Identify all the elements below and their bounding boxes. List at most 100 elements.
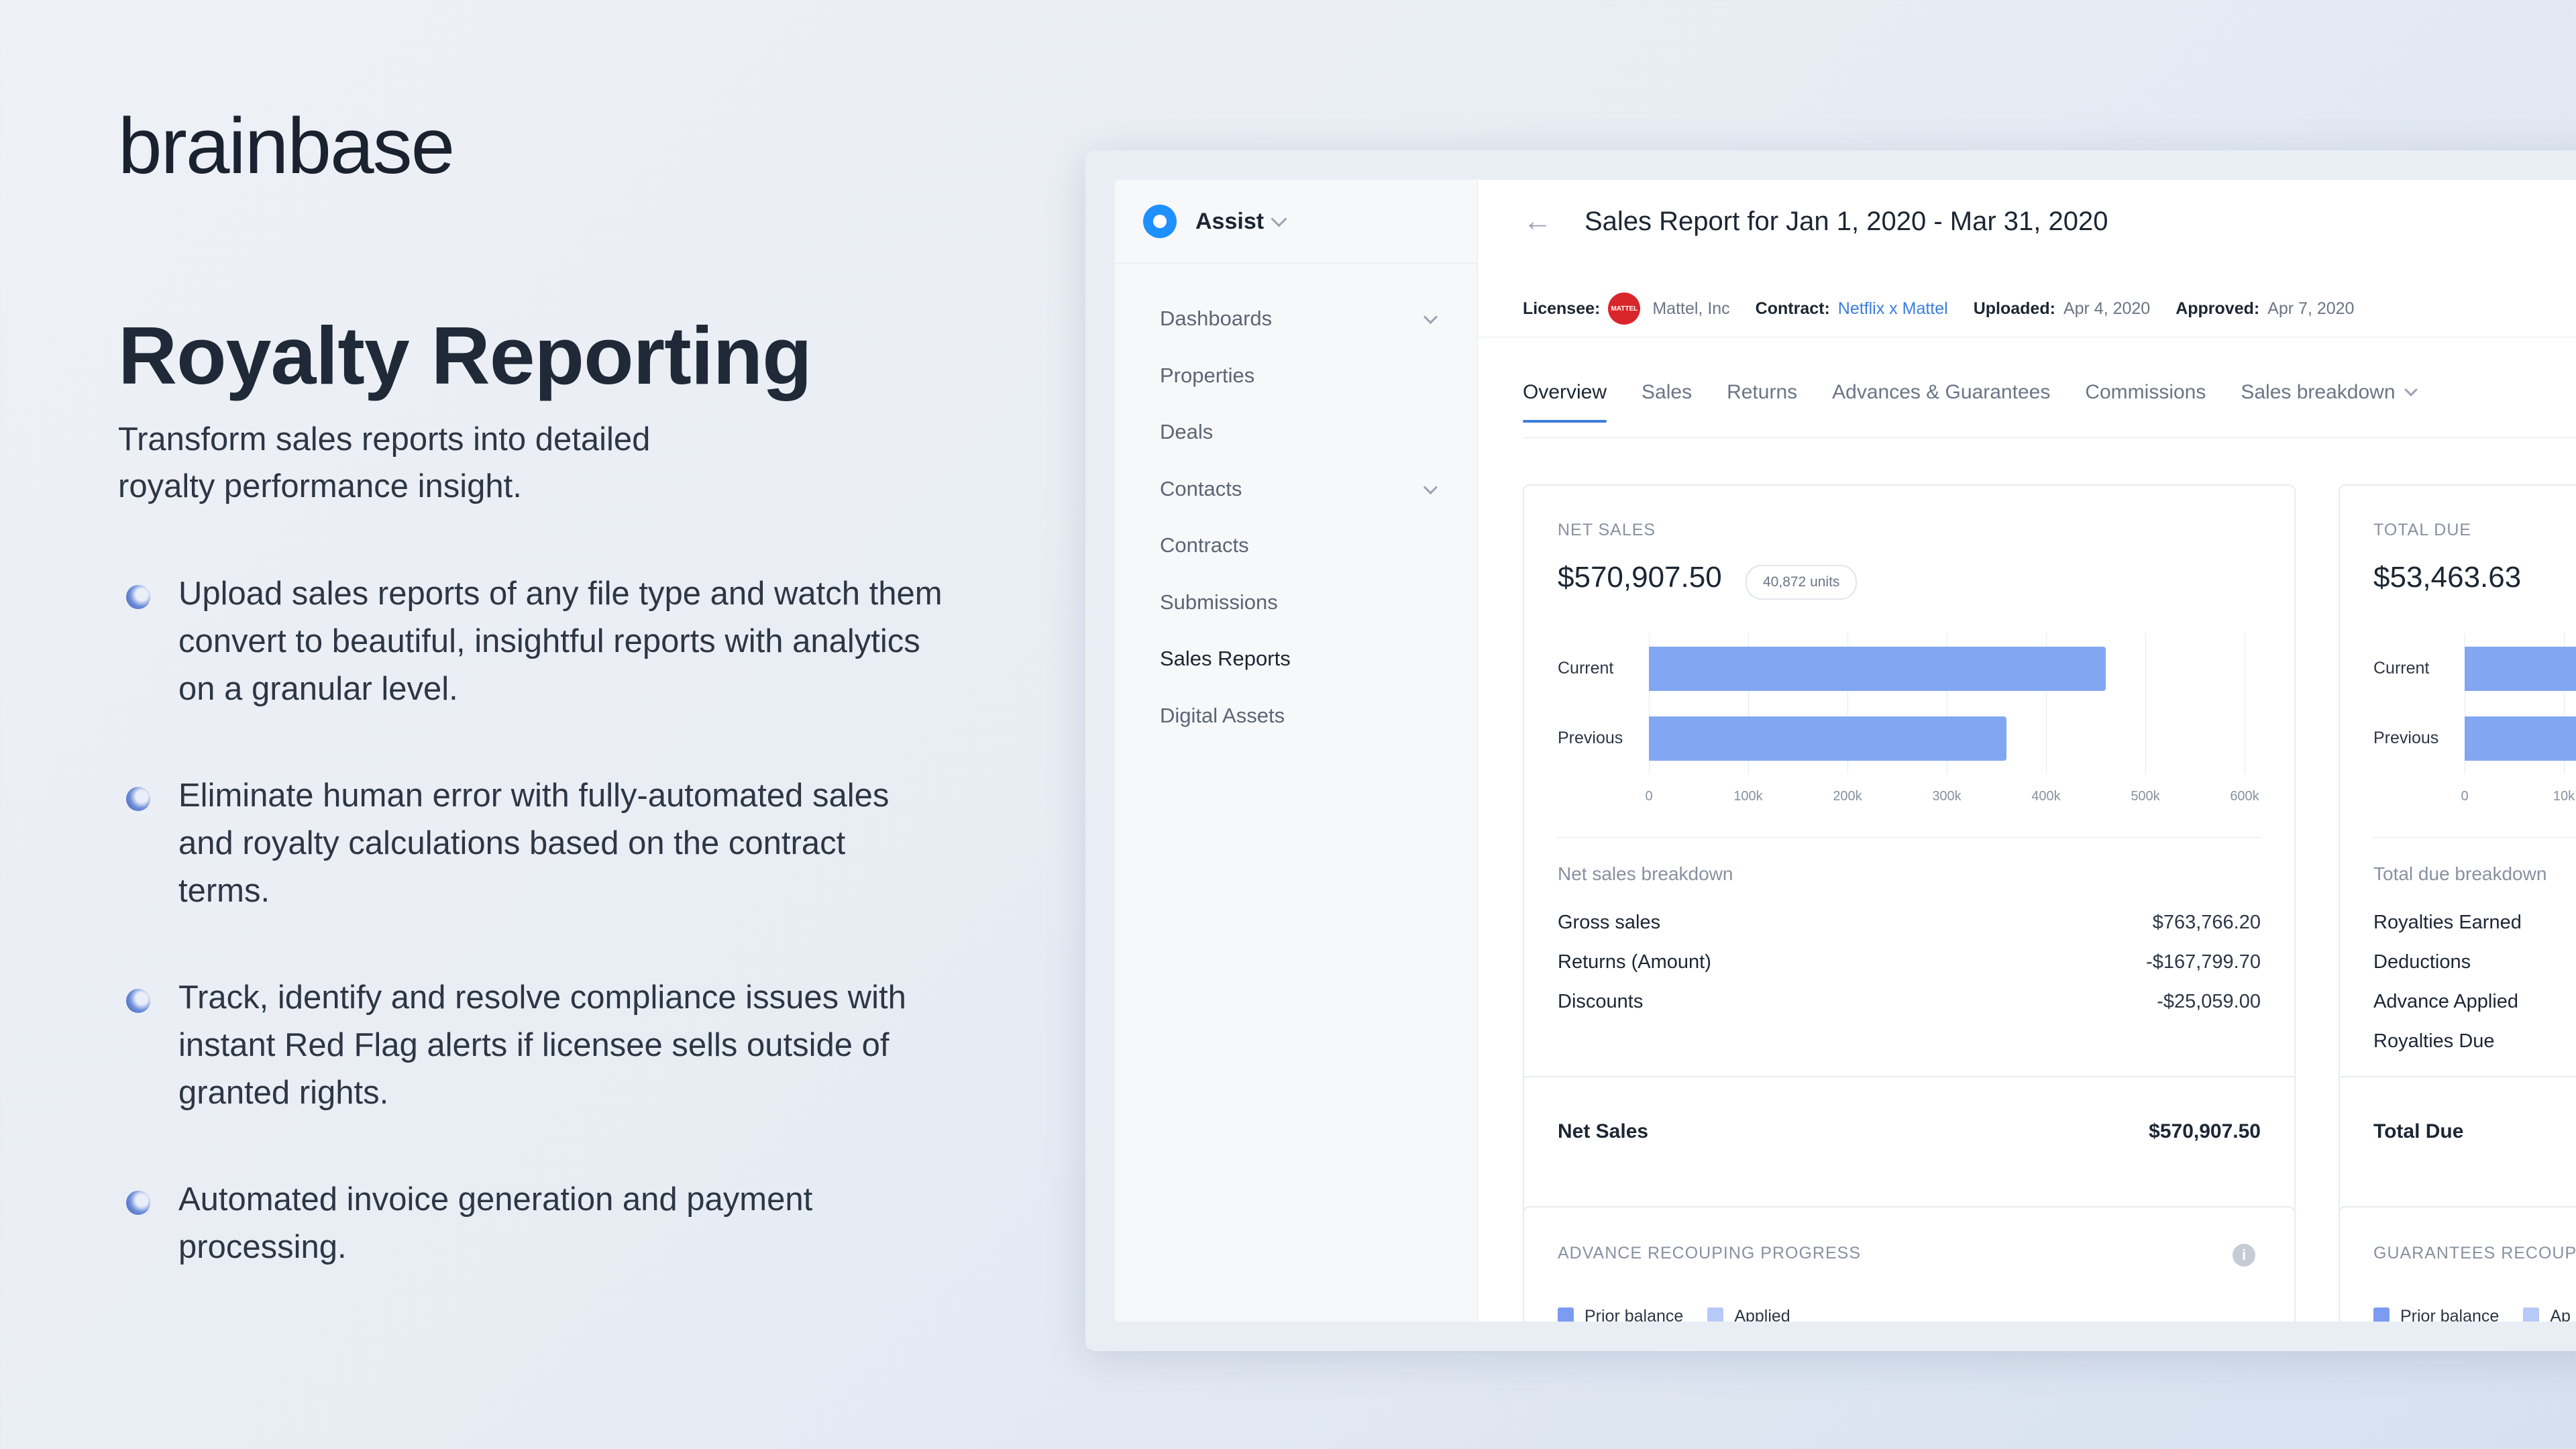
sidebar-item-label: Contacts [1160, 476, 1242, 500]
sidebar-item-label: Properties [1160, 363, 1255, 387]
chart-gridline [1748, 633, 1749, 774]
mattel-logo-icon: MATTEL [1608, 292, 1641, 325]
x-tick-label: 600k [2230, 789, 2259, 804]
sidebar-item-dashboards[interactable]: Dashboards [1115, 290, 1477, 347]
uploaded-value: Apr 4, 2020 [2063, 299, 2151, 318]
feature-item: Upload sales reports of any file type an… [118, 570, 943, 713]
chevron-down-icon [1423, 309, 1438, 325]
chevron-down-icon [2404, 383, 2418, 396]
feature-item: Eliminate human error with fully-automat… [118, 772, 943, 915]
sidebar-item-label: Contracts [1160, 533, 1249, 557]
row-label: Discounts [1558, 991, 1644, 1012]
breakdown-title: Net sales breakdown [1558, 863, 1733, 884]
chart-legend: Prior balance Ap [2373, 1305, 2576, 1322]
row-amount: $763,766.20 [2152, 912, 2261, 933]
category-label: Current [2373, 659, 2430, 678]
chart-bar [2465, 647, 2576, 691]
legend-swatch [2523, 1307, 2540, 1322]
sidebar-item-submissions[interactable]: Submissions [1115, 574, 1477, 631]
contract-link[interactable]: Netflix x Mattel [1837, 299, 1948, 318]
legend-label: Ap [2550, 1307, 2571, 1322]
footer-label: Net Sales [1558, 1120, 1649, 1142]
bullet-icon [126, 1191, 150, 1215]
card-footer-divider [2340, 1076, 2576, 1077]
legend-item: Prior balance [1558, 1305, 1683, 1322]
card-label: NET SALES [1558, 521, 1656, 539]
x-tick-label: 0 [1645, 789, 1653, 804]
workspace-name: Assist [1195, 208, 1265, 234]
legend-item: Ap [2523, 1305, 2571, 1322]
card-label: ADVANCE RECOUPING PROGRESS [1558, 1244, 1862, 1263]
brand-logo: brainbase [118, 102, 455, 191]
assist-logo-icon [1143, 205, 1177, 238]
net-sales-card: NET SALES $570,907.50 40,872 units 0 100k… [1523, 484, 2296, 1322]
feature-list: Upload sales reports of any file type an… [118, 570, 943, 1271]
chart-gridline [2046, 633, 2047, 774]
card-footer-divider [1524, 1076, 2294, 1077]
x-tick-label: 100k [1733, 789, 1763, 804]
bullet-icon [126, 585, 150, 609]
hero-subtitle: Transform sales reports into detailed ro… [118, 416, 789, 510]
workspace-switcher[interactable]: Assist [1115, 180, 1477, 264]
breakdown-title: Total due breakdown [2373, 863, 2547, 884]
card-label: GUARANTEES RECOUPIN [2373, 1244, 2576, 1263]
sidebar-item-label: Dashboards [1160, 307, 1273, 330]
legend-swatch [2373, 1307, 2390, 1322]
legend-item: Prior balance [2373, 1305, 2499, 1322]
main-panel: ← Sales Report for Jan 1, 2020 - Mar 31,… [1477, 180, 2576, 1322]
breakdown-row: Gross sales $763,766.20 [1558, 912, 2261, 934]
row-label: Deductions [2373, 951, 2471, 973]
contract-label: Contract: [1755, 299, 1830, 318]
sidebar: Assist Dashboards Properties Deals Conta… [1115, 180, 1478, 1322]
tabs-divider [1523, 437, 2576, 438]
x-tick-label: 300k [1932, 789, 1962, 804]
guarantees-recouping-card: GUARANTEES RECOUPIN Prior balance Ap [2339, 1206, 2576, 1322]
page-header: ← Sales Report for Jan 1, 2020 - Mar 31,… [1477, 180, 2576, 263]
feature-text: Upload sales reports of any file type an… [178, 576, 943, 707]
hero-subtitle-line: royalty performance insight. [118, 468, 522, 504]
sidebar-item-properties[interactable]: Properties [1115, 347, 1477, 405]
sidebar-item-label: Submissions [1160, 590, 1278, 614]
tab-returns[interactable]: Returns [1727, 381, 1798, 403]
sidebar-item-contracts[interactable]: Contracts [1115, 517, 1477, 574]
sidebar-item-deals[interactable]: Deals [1115, 404, 1477, 461]
sidebar-nav: Dashboards Properties Deals Contacts Con… [1115, 264, 1477, 744]
chart-bar [1649, 716, 2006, 761]
footer-label: Total Due [2373, 1120, 2464, 1142]
hero-title: Royalty Reporting [118, 310, 812, 401]
row-label: Royalties Earned [2373, 912, 2522, 933]
card-footer: Total Due [2373, 1120, 2576, 1143]
row-amount: -$167,799.70 [2146, 951, 2261, 973]
sidebar-item-digital-assets[interactable]: Digital Assets [1115, 688, 1477, 745]
net-sales-value: $570,907.50 [1558, 561, 1722, 594]
x-tick-label: 500k [2131, 789, 2160, 804]
legend-swatch [1558, 1307, 1574, 1322]
back-arrow-icon[interactable]: ← [1523, 205, 1552, 237]
x-tick-label: 0 [2461, 789, 2469, 804]
report-meta: Licensee: MATTEL Mattel, Inc Contract: N… [1523, 292, 2379, 325]
tab-sales[interactable]: Sales [1642, 381, 1693, 403]
tab-advances-guarantees[interactable]: Advances & Guarantees [1832, 381, 2051, 403]
tab-overview[interactable]: Overview [1523, 381, 1607, 423]
bullet-icon [126, 989, 150, 1013]
tab-sales-breakdown[interactable]: Sales breakdown [2241, 381, 2418, 423]
tab-commissions[interactable]: Commissions [2085, 381, 2206, 403]
chart-bar [2465, 716, 2576, 761]
advance-recouping-card: ADVANCE RECOUPING PROGRESS i Prior balan… [1523, 1206, 2296, 1322]
sidebar-item-contacts[interactable]: Contacts [1115, 461, 1477, 518]
feature-item: Automated invoice generation and payment… [118, 1176, 943, 1271]
x-tick-label: 10k [2553, 789, 2575, 804]
hero-subtitle-line: Transform sales reports into detailed [118, 421, 651, 458]
info-icon[interactable]: i [2233, 1244, 2255, 1267]
feature-item: Track, identify and resolve compliance i… [118, 974, 943, 1117]
x-tick-label: 200k [1833, 789, 1862, 804]
feature-text: Track, identify and resolve compliance i… [178, 979, 906, 1111]
x-tick-label: 400k [2031, 789, 2061, 804]
breakdown-row: Advance Applied [2373, 991, 2576, 1013]
licensee-value: Mattel, Inc [1652, 299, 1730, 318]
sidebar-item-label: Deals [1160, 420, 1214, 443]
breakdown-row: Royalties Earned [2373, 912, 2576, 934]
approved-value: Apr 7, 2020 [2267, 299, 2355, 318]
breakdown-row: Returns (Amount) -$167,799.70 [1558, 951, 2261, 973]
sidebar-item-sales-reports[interactable]: Sales Reports [1115, 631, 1477, 688]
